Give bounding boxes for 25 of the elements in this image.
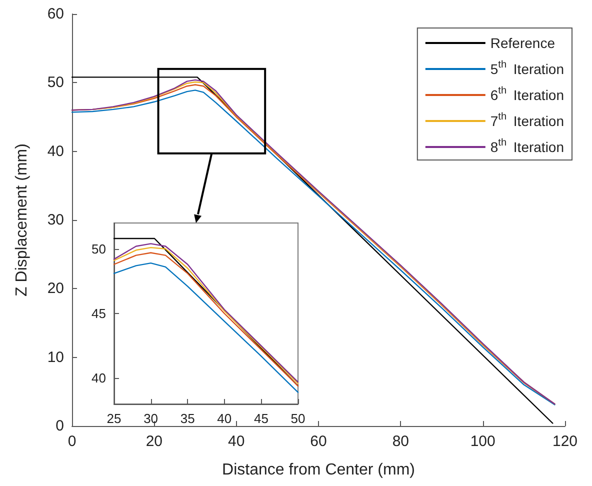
x-tick-label: 35 <box>180 411 195 426</box>
x-tick-label: 25 <box>106 411 122 426</box>
x-tick-label: 50 <box>290 411 306 426</box>
x-tick-label: 40 <box>217 411 232 426</box>
x-tick-label: 30 <box>144 411 158 426</box>
y-tick-label: 50 <box>92 241 106 256</box>
y-tick-label: 30 <box>47 212 64 228</box>
x-tick-label: 120 <box>552 433 578 450</box>
y-tick-label: 60 <box>47 6 64 22</box>
y-tick-label: 40 <box>92 370 106 386</box>
y-tick-label: 10 <box>47 348 64 366</box>
y-tick-label: 20 <box>47 280 64 298</box>
x-tick-label: 20 <box>146 433 163 450</box>
y-tick-label: 50 <box>47 74 64 92</box>
x-tick-label: 80 <box>392 433 410 450</box>
x-tick-label: 0 <box>68 433 76 450</box>
x-tick-label: 40 <box>228 433 245 450</box>
y-tick-label: 40 <box>47 142 64 160</box>
legend-label: Reference <box>490 35 556 51</box>
x-tick-label: 60 <box>310 433 327 450</box>
y-tick-label: 45 <box>92 306 106 321</box>
y-axis-title: Z Displacement (mm) <box>14 144 30 296</box>
x-tick-label: 45 <box>254 411 268 426</box>
x-axis-title: Distance from Center (mm) <box>222 462 415 478</box>
x-tick-label: 100 <box>470 433 496 450</box>
